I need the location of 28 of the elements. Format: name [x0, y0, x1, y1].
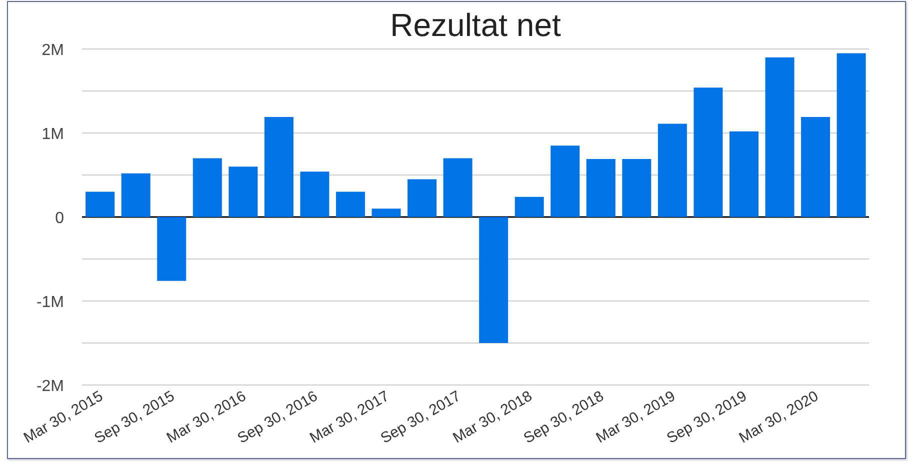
- chart-title: Rezultat net: [389, 7, 562, 43]
- bar: [443, 158, 472, 217]
- y-tick-label: -2M: [36, 378, 64, 395]
- bar: [694, 88, 723, 217]
- y-tick-label: 1M: [42, 126, 64, 143]
- bar: [622, 159, 652, 217]
- bar: [372, 208, 401, 217]
- bar: [300, 172, 330, 217]
- bar: [729, 131, 758, 217]
- bar: [514, 196, 544, 217]
- bar: [336, 192, 365, 217]
- bar: [801, 117, 830, 217]
- bar: [550, 146, 580, 217]
- bar: [86, 192, 115, 217]
- bar: [408, 179, 437, 217]
- bar: [157, 217, 186, 281]
- bar: [765, 57, 794, 217]
- y-tick-label: -1M: [36, 294, 64, 311]
- bar: [192, 158, 222, 217]
- bar: [658, 124, 687, 217]
- y-tick-label: 2M: [42, 42, 64, 59]
- y-tick-label: 0: [55, 210, 64, 227]
- bar: [479, 217, 508, 343]
- bar: [586, 159, 616, 217]
- bar: [264, 117, 294, 217]
- bar: [121, 173, 150, 217]
- bar: [836, 53, 866, 217]
- bar: [228, 166, 258, 217]
